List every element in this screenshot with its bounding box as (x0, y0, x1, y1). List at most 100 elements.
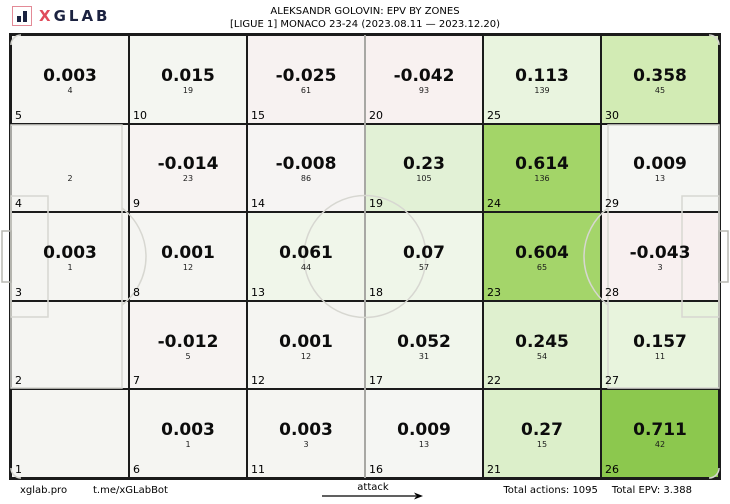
zone-cell: 0.711 42 26 (601, 389, 719, 478)
zone-cell: 0.07 57 18 (365, 212, 483, 301)
zone-action-count: 12 (300, 351, 312, 361)
zone-epv-value: 0.604 (515, 242, 569, 263)
zone-epv-value: 0.015 (161, 65, 215, 86)
zone-epv-value: 0.07 (403, 242, 445, 263)
zone-number: 14 (251, 197, 265, 211)
zone-number: 16 (369, 462, 383, 476)
zone-cell: 0.604 65 23 (483, 212, 601, 301)
chart-subtitle: [LIGUE 1] MONACO 23-24 (2023.08.11 — 202… (229, 19, 500, 30)
zone-action-count: 11 (654, 351, 666, 361)
zone-action-count: 45 (654, 85, 666, 95)
chart-title: ALEKSANDR GOLOVIN: EPV BY ZONES (270, 6, 460, 17)
zone-number: 29 (605, 197, 619, 211)
zone-action-count: 19 (182, 85, 194, 95)
zone-epv-value: 0.061 (279, 242, 333, 263)
zone-number: 27 (605, 374, 619, 388)
zone-cell: 0.23 105 19 (365, 123, 483, 213)
logo-text: XGLAB (39, 7, 111, 25)
zone-epv-value: 0.052 (397, 331, 451, 352)
zone-epv-value: 0.245 (515, 331, 569, 352)
zone-cell: -0.012 5 7 (129, 300, 247, 390)
zone-cell: 0.061 44 13 (247, 212, 365, 301)
totals: Total actions: 1095 Total EPV: 3.388 (503, 485, 692, 496)
zone-number: 30 (605, 108, 619, 122)
attack-direction: attack (322, 482, 424, 500)
zone-cell: 2 (11, 300, 129, 390)
zones-grid: 0.003 4 5 0.015 19 10 -0.025 61 15 -0.042 93 20 0.11… (11, 35, 719, 478)
zone-epv-value: -0.025 (275, 65, 337, 86)
zone-action-count: 12 (182, 262, 194, 272)
zone-number: 19 (369, 197, 383, 211)
zone-cell: 0.003 1 3 (11, 212, 129, 301)
zone-number: 11 (251, 462, 265, 476)
total-actions: Total actions: 1095 (503, 485, 598, 496)
zone-cell: 0.003 4 5 (11, 35, 129, 124)
zone-cell: 0.009 13 16 (365, 389, 483, 478)
zone-number: 1 (15, 462, 22, 476)
telegram-bot-link[interactable]: t.me/xGLabBot (93, 485, 168, 496)
zone-number: 18 (369, 285, 383, 299)
zone-number: 5 (15, 108, 22, 122)
zone-number: 24 (487, 197, 501, 211)
zone-epv-value: -0.012 (157, 331, 219, 352)
zone-cell: 0.001 12 8 (129, 212, 247, 301)
zone-action-count: 44 (300, 262, 312, 272)
zone-number: 28 (605, 285, 619, 299)
zone-number: 4 (15, 197, 22, 211)
zone-number: 13 (251, 285, 265, 299)
zone-action-count: 1 (67, 262, 73, 272)
zone-cell: 0.113 139 25 (483, 35, 601, 124)
zone-action-count: 3 (303, 440, 309, 450)
zone-epv-value: 0.157 (633, 331, 687, 352)
goal-right (718, 230, 729, 283)
zone-action-count: 4 (67, 85, 73, 95)
zone-cell: 0.27 15 21 (483, 389, 601, 478)
zone-action-count: 1 (185, 440, 191, 450)
zone-number: 15 (251, 108, 265, 122)
zone-epv-value: 0.003 (43, 65, 97, 86)
zone-cell: 0.003 1 6 (129, 389, 247, 478)
zone-epv-value: -0.042 (393, 65, 455, 86)
zone-number: 22 (487, 374, 501, 388)
zone-cell: 1 (11, 389, 129, 478)
zone-number: 26 (605, 462, 619, 476)
zone-epv-value: -0.043 (629, 242, 691, 263)
zone-action-count: 13 (654, 174, 666, 184)
zone-action-count: 61 (300, 85, 312, 95)
zone-cell: -0.043 3 28 (601, 212, 719, 301)
site-link[interactable]: xglab.pro (20, 485, 68, 496)
zone-cell: -0.042 93 20 (365, 35, 483, 124)
zone-cell: 0.003 3 11 (247, 389, 365, 478)
zone-cell: 0.358 45 30 (601, 35, 719, 124)
zone-number: 6 (133, 462, 140, 476)
zone-action-count: 15 (536, 440, 548, 450)
zone-action-count: 57 (418, 262, 430, 272)
zone-action-count: 31 (418, 351, 430, 361)
zone-epv-value: 0.711 (633, 420, 687, 441)
chart-title-block: ALEKSANDR GOLOVIN: EPV BY ZONES [LIGUE 1… (0, 5, 730, 31)
zone-number: 21 (487, 462, 501, 476)
zone-number: 20 (369, 108, 383, 122)
attack-label: attack (357, 482, 389, 493)
total-epv: Total EPV: 3.388 (611, 485, 692, 496)
zone-action-count: 136 (534, 174, 550, 184)
zone-action-count: 3 (657, 262, 663, 272)
zone-number: 10 (133, 108, 147, 122)
zone-number: 12 (251, 374, 265, 388)
zone-epv-value: 0.001 (161, 242, 215, 263)
zone-action-count: 86 (300, 174, 312, 184)
zone-action-count: 42 (654, 440, 666, 450)
zone-action-count: 65 (536, 262, 548, 272)
zone-number: 3 (15, 285, 22, 299)
pitch-grid: 0.003 4 5 0.015 19 10 -0.025 61 15 -0.042 93 20 0.11… (1, 33, 729, 480)
zone-cell: 0.009 13 29 (601, 123, 719, 213)
zone-action-count: 54 (536, 351, 548, 361)
zone-cell: 0.614 136 24 (483, 123, 601, 213)
goal-left (1, 230, 12, 283)
zone-number: 2 (15, 374, 22, 388)
zone-cell: -0.014 23 9 (129, 123, 247, 213)
zone-epv-value: -0.008 (275, 154, 337, 175)
zone-epv-value: 0.009 (397, 420, 451, 441)
